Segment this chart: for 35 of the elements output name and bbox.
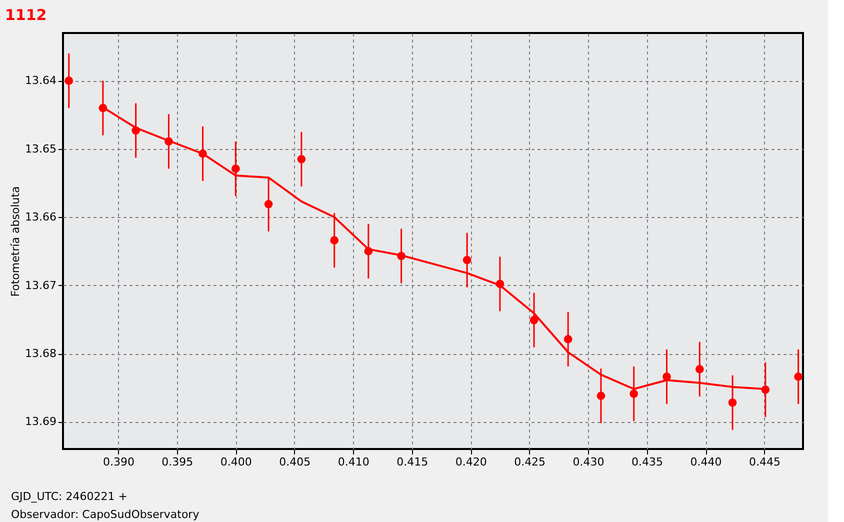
point xyxy=(264,200,273,208)
point xyxy=(231,164,240,173)
point xyxy=(728,398,737,407)
y-tick-label: 13.66 xyxy=(25,210,56,224)
chart-title: 1112 xyxy=(5,6,47,24)
point xyxy=(530,316,538,324)
y-tick-label: 13.64 xyxy=(25,74,56,88)
point xyxy=(630,390,638,398)
x-tick-label: 0.430 xyxy=(572,456,604,468)
x-tick-label: 0.400 xyxy=(220,456,252,468)
y-axis-title: Fotometría absoluta xyxy=(9,186,22,297)
point xyxy=(794,372,802,381)
y-tick-label: 13.67 xyxy=(25,278,56,292)
point xyxy=(596,392,606,400)
text: Observador: CapoSudObservatory xyxy=(11,508,200,521)
y-tick-label: 13.68 xyxy=(25,347,56,360)
point xyxy=(462,256,472,264)
x-tick-label: 0.435 xyxy=(632,456,664,468)
x-tick-label: 0.410 xyxy=(338,456,370,468)
text: GJD_UTC: 2460221 + xyxy=(11,490,128,503)
x-tick-label: 0.405 xyxy=(279,456,311,468)
point xyxy=(64,76,74,85)
point xyxy=(695,365,704,374)
x-tick-label: 0.440 xyxy=(690,456,722,468)
x-tick-label: 0.390 xyxy=(102,456,134,468)
point xyxy=(297,154,306,164)
x-tick-label: 0.395 xyxy=(162,456,194,468)
point xyxy=(330,236,339,244)
x-tick-label: 0.420 xyxy=(455,456,487,468)
y-tick-label: 13.65 xyxy=(25,142,56,156)
y-tick-label: 13.69 xyxy=(25,415,56,428)
x-tick-label: 0.415 xyxy=(396,456,428,468)
point xyxy=(564,335,572,344)
x-tick-label: 0.425 xyxy=(514,456,546,468)
x-tick-label: 0.445 xyxy=(748,456,780,468)
